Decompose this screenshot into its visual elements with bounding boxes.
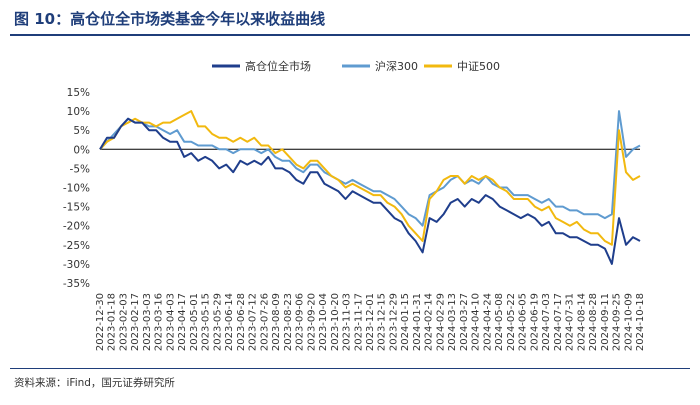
source-note: 资料来源：iFind，国元证券研究所 — [14, 377, 175, 389]
x-tick-label: 2023-11-03 — [342, 293, 353, 351]
x-tick-label: 2023-05-29 — [212, 293, 223, 351]
line-chart: 高仓位全市场 沪深300 中证500 15% 10% 5% 0% -5% -10% -15% -2… — [63, 59, 646, 351]
x-tick-label: 2023-03-16 — [154, 293, 165, 351]
series-line — [99, 110, 641, 246]
x-tick-label: 2023-10-20 — [330, 293, 341, 351]
x-tick-label: 2023-05-15 — [201, 293, 212, 351]
x-tick-label: 2024-07-03 — [541, 293, 552, 351]
y-tick-label: -15% — [63, 202, 90, 214]
x-tick-label: 2023-02-17 — [130, 293, 141, 351]
y-tick-label: -35% — [63, 278, 90, 290]
y-tick-label: -5% — [70, 163, 90, 175]
y-tick-label: -25% — [63, 240, 90, 252]
x-tick-label: 2024-07-31 — [565, 293, 576, 351]
x-tick-label: 2024-05-08 — [494, 293, 505, 351]
x-tick-label: 2024-04-10 — [471, 293, 482, 351]
x-tick-label: 2023-12-01 — [365, 293, 376, 351]
x-tick-label: 2024-06-05 — [518, 293, 529, 351]
y-tick-label: 10% — [67, 106, 90, 118]
x-tick-label: 2022-12-30 — [95, 293, 106, 351]
x-tick-label: 2023-01-18 — [107, 293, 118, 351]
series-line — [99, 110, 641, 227]
y-tick-label: 5% — [73, 125, 90, 137]
x-tick-label: 2023-12-15 — [377, 293, 388, 351]
x-tick-label: 2023-06-28 — [236, 293, 247, 351]
y-tick-label: -10% — [63, 183, 90, 195]
x-tick-label: 2023-09-06 — [295, 293, 306, 351]
x-tick-label: 2023-05-01 — [189, 293, 200, 351]
x-tick-label: 2023-07-26 — [259, 293, 270, 351]
legend-label: 沪深300 — [375, 59, 418, 73]
x-tick-label: 2023-06-14 — [224, 293, 235, 351]
y-tick-label: 15% — [67, 87, 90, 99]
chart-legend: 高仓位全市场 沪深300 中证500 — [212, 59, 500, 73]
footer-rule — [10, 368, 690, 369]
x-tick-label: 2023-04-17 — [177, 293, 188, 351]
x-tick-label: 2024-10-09 — [623, 293, 634, 351]
x-tick-label: 2023-10-04 — [318, 293, 329, 351]
x-tick-label: 2023-09-20 — [306, 293, 317, 351]
x-tick-label: 2024-09-25 — [612, 293, 623, 351]
x-tick-label: 2024-05-22 — [506, 293, 517, 351]
x-tick-label: 2023-02-03 — [118, 293, 129, 351]
x-tick-label: 2023-08-09 — [271, 293, 282, 351]
x-tick-label: 2024-08-28 — [588, 293, 599, 351]
x-tick-label: 2024-10-18 — [635, 293, 646, 351]
x-tick-label: 2023-12-29 — [388, 293, 399, 351]
y-tick-label: -30% — [63, 259, 90, 271]
x-tick-label: 2023-03-03 — [142, 293, 153, 351]
x-tick-label: 2024-01-15 — [400, 293, 411, 351]
x-tick-label: 2024-03-13 — [447, 293, 458, 351]
x-tick-label: 2023-11-17 — [353, 293, 364, 351]
x-tick-label: 2024-01-31 — [412, 293, 423, 351]
x-tick-label: 2024-02-29 — [435, 293, 446, 351]
x-tick-label: 2024-03-27 — [459, 293, 470, 351]
x-tick-label: 2023-07-12 — [248, 293, 259, 351]
x-tick-label: 2023-08-23 — [283, 293, 294, 351]
x-tick-label: 2023-04-03 — [165, 293, 176, 351]
x-axis: 2022-12-30 2023-01-18 2023-02-03 2023-02-17… — [95, 293, 646, 351]
y-tick-label: 0% — [73, 144, 90, 156]
title-rule — [10, 34, 690, 36]
x-tick-label: 2024-04-24 — [482, 293, 493, 351]
plot-area — [99, 110, 641, 265]
legend-label: 高仓位全市场 — [245, 59, 311, 73]
y-axis: 15% 10% 5% 0% -5% -10% -15% -20% -25% -30% -35% — [63, 87, 90, 290]
x-tick-label: 2024-09-11 — [600, 293, 611, 351]
x-tick-label: 2024-07-17 — [553, 293, 564, 351]
series-line — [99, 117, 641, 265]
x-tick-label: 2024-02-14 — [424, 293, 435, 351]
x-tick-label: 2024-08-14 — [576, 293, 587, 351]
x-tick-label: 2024-06-19 — [529, 293, 540, 351]
y-tick-label: -20% — [63, 221, 90, 233]
legend-label: 中证500 — [457, 60, 500, 73]
figure-title: 图 10：高仓位全市场类基金今年以来收益曲线 — [14, 10, 326, 28]
